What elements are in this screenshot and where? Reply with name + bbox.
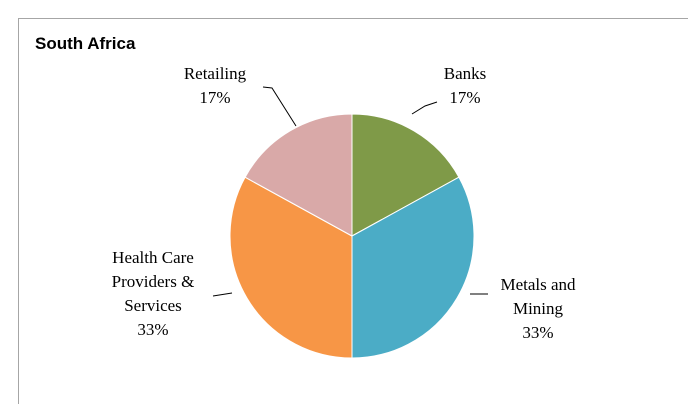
pie-slice [351,176,475,359]
leader-line [212,292,233,297]
value-label: 17% [199,88,231,107]
value-label: 33% [522,323,554,342]
slice-label: Metals and Mining 33% [478,273,598,345]
chart-title: South Africa [35,34,136,53]
pie-slice [244,113,353,237]
category-label: Health Care Providers & Services [111,248,195,315]
category-label: Retailing [183,64,247,83]
value-label: 33% [137,320,169,339]
leader-lines [212,86,488,297]
pie-slice [351,113,460,237]
leader-line [411,101,438,115]
leader-line [262,86,297,127]
chart-frame [18,18,688,404]
slice-label: Banks 17% [410,62,520,110]
category-label: Metals and Mining [500,275,576,318]
value-label: 17% [449,88,481,107]
category-label: Banks [443,64,487,83]
slice-label: Health Care Providers & Services 33% [88,246,218,342]
slice-label: Retailing 17% [160,62,270,110]
pie-slice [229,176,353,359]
